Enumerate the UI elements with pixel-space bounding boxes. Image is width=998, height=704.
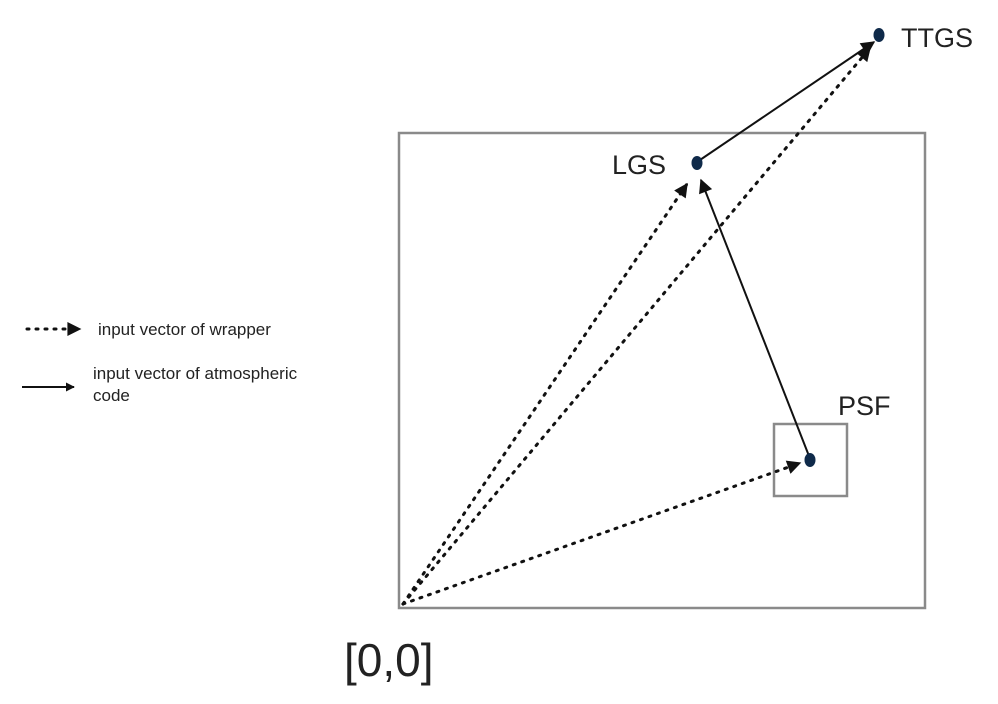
wrapper-vector-to-ttgs [401, 46, 872, 606]
legend-dotted-label: input vector of wrapper [98, 320, 271, 339]
legend: input vector of wrapper input vector of … [22, 320, 298, 405]
wrapper-vector-to-lgs [401, 182, 689, 606]
ttgs-point [873, 28, 885, 42]
lgs-label: LGS [612, 150, 666, 180]
psf-point [804, 453, 816, 467]
wrapper-vector-to-psf [401, 460, 802, 606]
legend-solid-label-line2: code [93, 386, 130, 405]
atmospheric-vector-psf-to-lgs [699, 178, 810, 457]
legend-solid-label-line1: input vector of atmospheric [93, 364, 298, 383]
ttgs-label: TTGS [901, 23, 973, 53]
origin-label: [0,0] [344, 634, 434, 686]
psf-box [772, 422, 849, 498]
field-frame [397, 131, 927, 610]
lgs-point [691, 156, 703, 170]
psf-label: PSF [838, 391, 891, 421]
atmospheric-vector-lgs-to-ttgs [696, 41, 876, 163]
